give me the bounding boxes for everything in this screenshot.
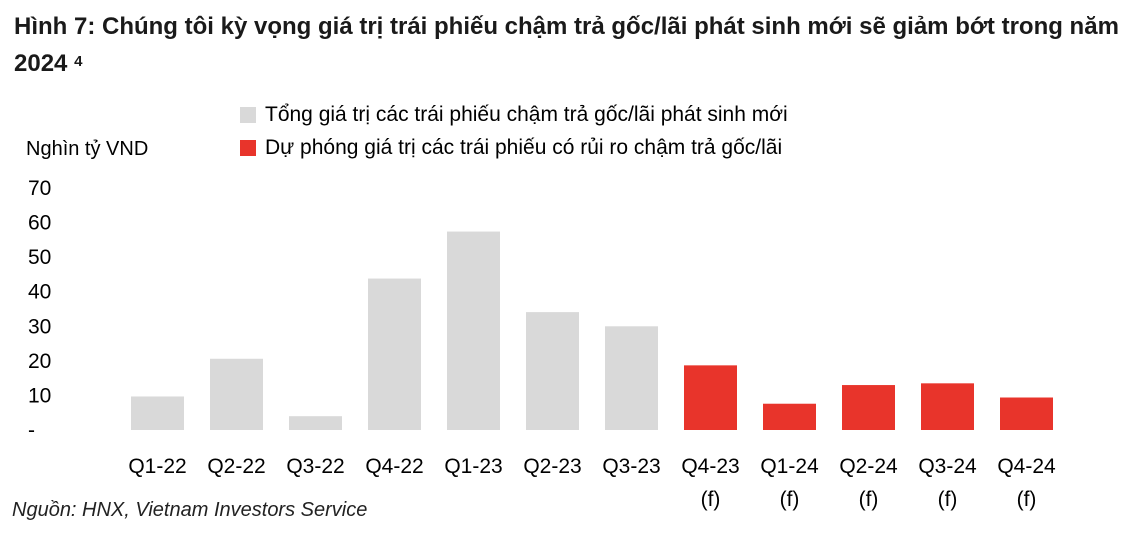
bar	[605, 326, 658, 430]
bar	[289, 416, 342, 430]
legend-label-actual: Tổng giá trị các trái phiếu chậm trả gốc…	[265, 102, 788, 126]
y-axis-label: Nghìn tỷ VND	[26, 138, 149, 160]
bar	[763, 403, 816, 430]
x-tick-label: Q2-24	[839, 455, 898, 478]
x-tick-label: Q3-23	[602, 455, 660, 478]
bar	[447, 231, 500, 430]
y-tick-label: 10	[28, 384, 51, 407]
x-tick-label: Q3-24	[918, 455, 977, 478]
y-tick-label: 50	[28, 246, 51, 269]
x-tick-label: Q1-22	[128, 455, 186, 478]
x-tick-sublabel: (f)	[780, 488, 800, 511]
x-tick-label: Q4-22	[365, 455, 423, 478]
x-tick-label: Q2-23	[523, 455, 581, 478]
legend-item-actual: Tổng giá trị các trái phiếu chậm trả gốc…	[240, 98, 788, 131]
bar	[684, 365, 737, 430]
x-tick-label: Q4-23	[681, 455, 739, 478]
bar	[842, 385, 895, 430]
legend-item-forecast: Dự phóng giá trị các trái phiếu có rủi r…	[240, 131, 788, 164]
x-tick-sublabel: (f)	[938, 488, 958, 511]
y-tick-label: 70	[28, 177, 51, 200]
legend-swatch-forecast	[240, 139, 256, 156]
x-tick-label: Q1-24	[760, 455, 819, 478]
x-tick-label: Q4-24	[997, 455, 1056, 478]
chart-title: Hình 7: Chúng tôi kỳ vọng giá trị trái p…	[14, 13, 1119, 77]
footnote-marker: 4	[74, 53, 83, 70]
x-tick-sublabel: (f)	[859, 488, 879, 511]
x-tick-sublabel: (f)	[701, 488, 721, 511]
x-tick-label: Q1-23	[444, 455, 502, 478]
legend-swatch-actual	[240, 106, 256, 123]
x-tick-label: Q2-22	[207, 455, 265, 478]
x-tick-sublabel: (f)	[1017, 488, 1037, 511]
chart-legend: Tổng giá trị các trái phiếu chậm trả gốc…	[240, 98, 788, 164]
bar	[131, 396, 184, 430]
y-tick-label: 60	[28, 212, 51, 235]
y-tick-label: 20	[28, 350, 51, 373]
x-tick-label: Q3-22	[286, 455, 344, 478]
y-tick-label: 40	[28, 281, 51, 304]
bar	[921, 383, 974, 430]
y-tick-label: -	[28, 419, 35, 442]
legend-label-forecast: Dự phóng giá trị các trái phiếu có rủi r…	[265, 135, 783, 159]
bar	[368, 278, 421, 430]
source-note: Nguồn: HNX, Vietnam Investors Service	[12, 499, 368, 521]
bar	[526, 312, 579, 430]
bar	[210, 358, 263, 430]
y-tick-label: 30	[28, 315, 51, 338]
bar	[1000, 397, 1053, 430]
